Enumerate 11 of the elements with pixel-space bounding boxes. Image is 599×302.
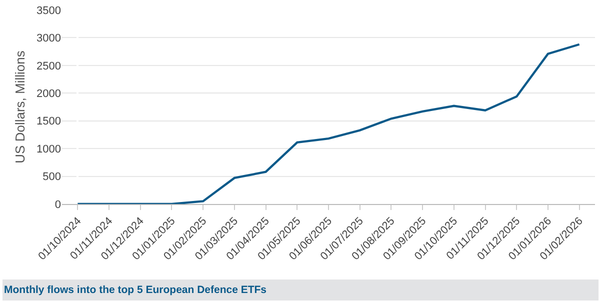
text: Monthly flows into the top 5 European Defence ETFs <box>4 284 267 296</box>
y-tick-label: 1500 <box>36 116 61 128</box>
y-tick-label: 2000 <box>36 88 61 100</box>
y-tick-label: 0 <box>54 198 61 211</box>
y-tick-label: 2500 <box>36 60 61 72</box>
y-tick-label: 500 <box>42 171 61 184</box>
y-tick-label: 3000 <box>36 32 61 45</box>
y-axis-title: US Dollars, Millions <box>12 50 28 164</box>
y-tick-label: 1000 <box>36 143 61 156</box>
line-series <box>76 43 580 204</box>
y-tick-label: 3500 <box>36 4 61 17</box>
